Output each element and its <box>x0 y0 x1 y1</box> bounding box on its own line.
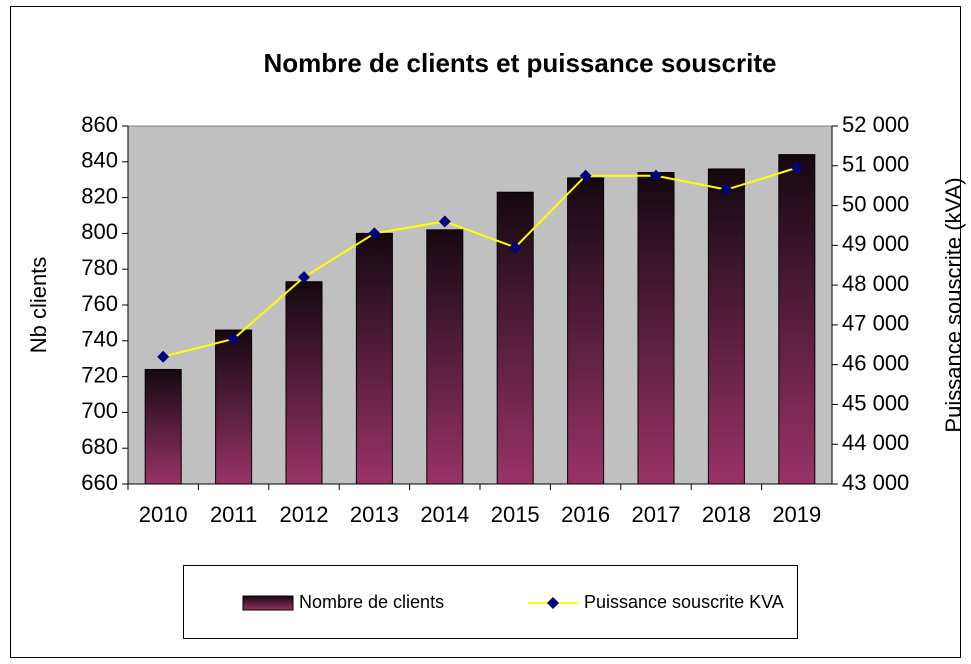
x-tick-label: 2011 <box>210 502 257 527</box>
y2-tick-label: 44 000 <box>842 430 909 455</box>
x-tick-label: 2010 <box>139 502 188 527</box>
bar <box>215 329 253 485</box>
y-tick-label: 700 <box>81 398 118 423</box>
y-tick-label: 840 <box>81 148 118 173</box>
line-series <box>162 166 798 358</box>
bar <box>285 281 323 485</box>
line-marker <box>509 241 522 254</box>
line-marker <box>438 215 451 228</box>
legend-marker <box>547 597 559 609</box>
y2-tick-label: 46 000 <box>842 350 909 375</box>
x-tick-label: 2019 <box>772 502 821 527</box>
legend-label: Puissance souscrite KVA <box>584 592 784 612</box>
x-tick-label: 2013 <box>350 502 399 527</box>
bar <box>144 368 182 485</box>
y-tick-label: 740 <box>81 327 118 352</box>
line-marker <box>157 350 170 363</box>
y-tick-label: 720 <box>81 362 118 387</box>
line-marker <box>720 183 733 196</box>
y2-tick-label: 50 000 <box>842 191 909 216</box>
chart-title: Nombre de clients et puissance souscrite <box>264 48 777 78</box>
line-marker <box>579 169 592 182</box>
y-axis-label: Nb clients <box>26 257 51 354</box>
line-marker <box>650 169 662 182</box>
x-tick-label: 2017 <box>632 502 681 527</box>
line-marker <box>790 161 803 174</box>
y2-tick-label: 48 000 <box>842 271 909 296</box>
bar <box>778 154 816 485</box>
bar <box>637 172 675 485</box>
y2-tick-label: 49 000 <box>842 231 909 256</box>
line-marker <box>368 227 381 240</box>
x-tick-label: 2016 <box>561 502 610 527</box>
y2-axis-label: Puissance souscrite (kVA) <box>941 177 966 432</box>
y2-tick-label: 51 000 <box>842 152 909 177</box>
line-marker <box>298 271 310 284</box>
legend-swatch <box>242 595 294 611</box>
y-tick-label: 800 <box>81 219 118 244</box>
y-tick-label: 660 <box>81 470 118 495</box>
bar <box>355 232 393 485</box>
y-tick-label: 780 <box>81 255 118 280</box>
bar <box>707 168 745 485</box>
bar <box>426 229 464 485</box>
line-marker <box>227 332 240 345</box>
y-tick-label: 860 <box>81 112 118 137</box>
bar <box>496 191 534 485</box>
legend-label: Nombre de clients <box>299 592 444 612</box>
x-tick-label: 2014 <box>420 502 469 527</box>
x-tick-label: 2015 <box>491 502 540 527</box>
y-tick-label: 820 <box>81 183 118 208</box>
x-tick-label: 2018 <box>702 502 751 527</box>
x-tick-label: 2012 <box>280 502 329 527</box>
y2-tick-label: 43 000 <box>842 470 909 495</box>
y-tick-label: 760 <box>81 291 118 316</box>
bar <box>567 177 605 485</box>
y-tick-label: 680 <box>81 434 118 459</box>
y2-tick-label: 52 000 <box>842 112 909 137</box>
y2-tick-label: 45 000 <box>842 390 909 415</box>
y2-tick-label: 47 000 <box>842 311 909 336</box>
